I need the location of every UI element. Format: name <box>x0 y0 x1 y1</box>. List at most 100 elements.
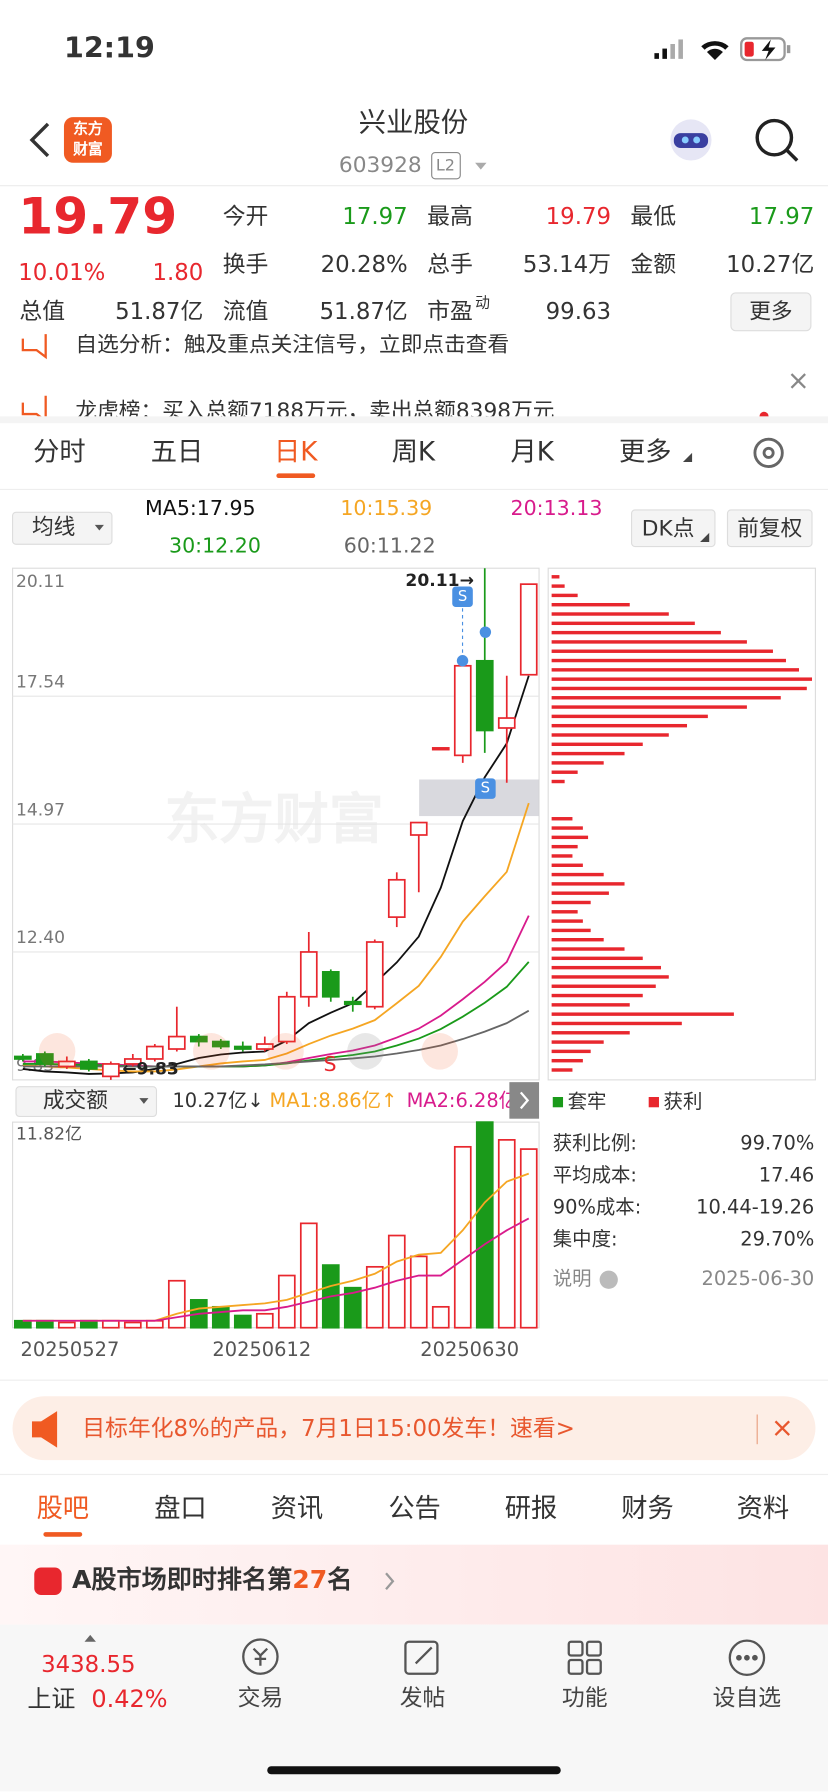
field-label: 今开 <box>223 204 269 230</box>
field-label: 流值 <box>223 299 269 325</box>
bottom-tab[interactable]: 财务 <box>621 1494 673 1524</box>
tab[interactable]: 五日 <box>151 437 204 467</box>
field-value: 10.27亿 <box>726 252 814 278</box>
bottom-tab[interactable]: 股吧 <box>37 1494 90 1524</box>
dropdown[interactable] <box>475 162 487 170</box>
chip-bar <box>551 817 573 821</box>
footer <box>0 1624 828 1792</box>
candle-body <box>453 664 472 757</box>
settings-icon[interactable] <box>753 437 784 469</box>
tab-underline <box>276 473 316 479</box>
chip-bar <box>551 705 747 709</box>
chip-bar <box>551 1058 583 1063</box>
chip-bar <box>551 668 799 672</box>
price: 19.79 <box>18 186 177 245</box>
logo <box>63 117 112 163</box>
chip-bar <box>551 1068 573 1072</box>
volume-bar <box>255 1312 274 1329</box>
candle-body <box>343 1000 362 1006</box>
volume-ma2: MA2:6.28亿 <box>407 1089 519 1112</box>
tab[interactable]: 月K <box>510 437 554 467</box>
volume-bar <box>145 1319 164 1329</box>
volume-bar <box>57 1321 76 1329</box>
chip-bar <box>551 910 578 914</box>
logo-text: 东方 <box>73 120 103 138</box>
bottom-tab[interactable]: 资讯 <box>271 1494 324 1524</box>
dk-button[interactable] <box>630 509 716 548</box>
ma-selector[interactable] <box>11 511 113 545</box>
news-item[interactable]: 龙虎榜：买入总额7188万元，卖出总额8398万元 <box>75 399 554 424</box>
volume-bar <box>211 1305 230 1329</box>
volume-bar <box>365 1265 384 1329</box>
nav-label[interactable]: 交易 <box>238 1685 284 1711</box>
tab[interactable]: 日K <box>274 437 318 467</box>
x-tick-label: 20250527 <box>21 1338 120 1361</box>
chip-bar <box>551 844 578 849</box>
close-news[interactable] <box>790 373 806 389</box>
y-tick-label: 11.82亿 <box>16 1125 82 1145</box>
tab-underline <box>43 1532 83 1537</box>
bottom-tab[interactable]: 公告 <box>388 1494 441 1524</box>
ad-icon <box>31 1411 58 1448</box>
chip-bar <box>551 891 609 895</box>
note: 说明 <box>553 1267 592 1290</box>
chip-bar <box>551 975 669 979</box>
expand-button[interactable] <box>509 1082 540 1119</box>
adjust-label: 前复权 <box>737 516 802 541</box>
volume-bar <box>343 1286 362 1329</box>
news-item[interactable]: 自选分析：触及重点关注信号，立即点击查看 <box>75 333 509 358</box>
ranking-suffix: 名 <box>327 1565 352 1594</box>
field-value: 17.97 <box>342 204 407 230</box>
volume-selector[interactable] <box>15 1086 158 1117</box>
tab[interactable]: 分时 <box>33 437 86 467</box>
back-button[interactable] <box>29 122 50 158</box>
nav-label[interactable]: 功能 <box>562 1685 608 1711</box>
candle-body <box>255 1043 274 1050</box>
robot-icon[interactable] <box>670 119 712 161</box>
more-button[interactable] <box>730 292 812 332</box>
volume-bar <box>497 1139 516 1329</box>
candle-body <box>233 1045 252 1050</box>
separator <box>0 416 828 424</box>
adjust-button[interactable] <box>726 509 813 548</box>
legend-swatch <box>648 1097 659 1108</box>
field-value: 19.79 <box>546 204 611 230</box>
legend-label: 套牢 <box>568 1090 607 1113</box>
chip-bar <box>551 984 656 988</box>
stock-code: 603928 <box>339 153 422 178</box>
home-indicator <box>267 1766 561 1775</box>
chip-bar <box>551 993 643 998</box>
chip-bar <box>551 835 589 840</box>
field-label: 最高 <box>427 204 473 230</box>
candle-body <box>299 951 318 998</box>
max-label: 20.11→ <box>405 571 474 591</box>
ad-close[interactable] <box>774 1420 790 1436</box>
chip-bar <box>551 733 669 737</box>
bottom-tab[interactable]: 资料 <box>737 1494 790 1524</box>
candle-body <box>321 971 340 998</box>
candle-body <box>123 1058 142 1065</box>
chip-bar <box>551 612 669 616</box>
candle-body <box>101 1063 120 1078</box>
tab[interactable]: 周K <box>392 437 436 467</box>
search-icon[interactable] <box>755 118 799 162</box>
tab[interactable]: 更多 <box>619 437 672 467</box>
volume-bar <box>299 1222 318 1329</box>
ma-value: 10:15.39 <box>340 496 432 520</box>
candle-body <box>189 1035 208 1043</box>
field-label: 最低 <box>630 204 676 230</box>
min-label: ←9.83 <box>122 1060 179 1080</box>
ranking-banner[interactable] <box>0 1544 828 1625</box>
dk-arrow <box>700 532 710 542</box>
ma-line <box>22 675 530 1075</box>
nav-label[interactable]: 设自选 <box>713 1685 782 1711</box>
ranking-icon <box>34 1567 62 1595</box>
ad-banner[interactable] <box>12 1396 816 1461</box>
change: 1.80 <box>152 260 203 286</box>
change-pct: 10.01% <box>18 260 105 286</box>
volume-bar <box>409 1255 428 1329</box>
bottom-tab[interactable]: 研报 <box>505 1494 558 1524</box>
bottom-tab[interactable]: 盘口 <box>154 1494 207 1524</box>
nav-label[interactable]: 发帖 <box>400 1685 446 1711</box>
stat-value: 29.70% <box>740 1227 814 1250</box>
